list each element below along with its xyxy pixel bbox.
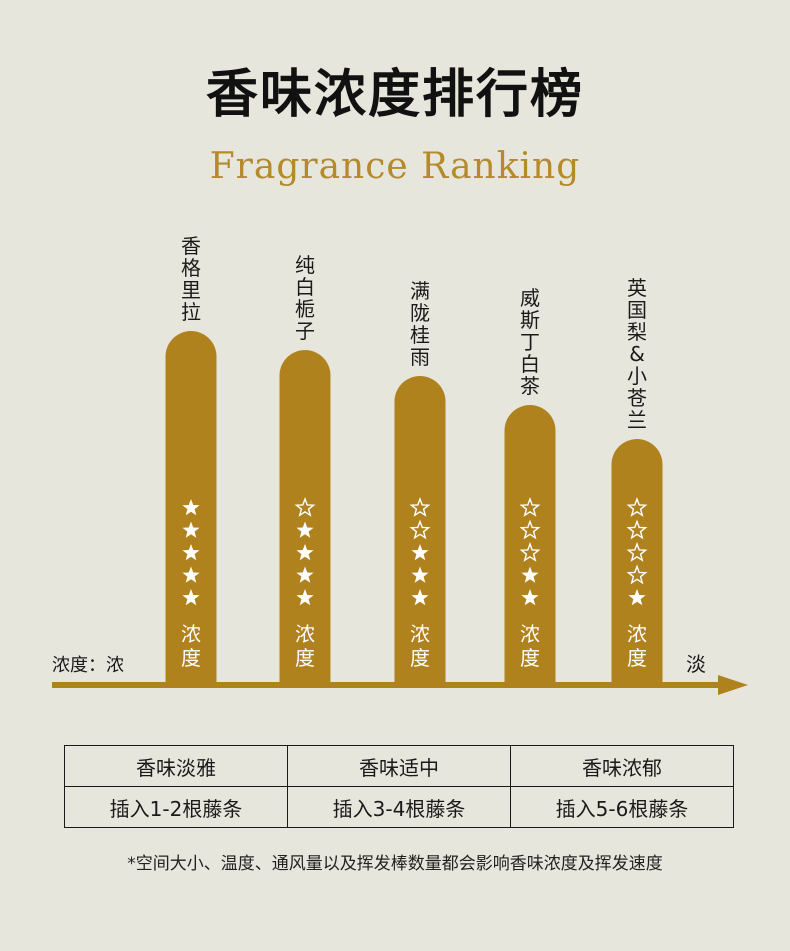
star-filled-icon [296,589,314,606]
star-filled-icon [411,589,429,606]
star-outline-icon [294,497,316,517]
bar-label: 浓度 [627,622,647,670]
table-row: 插入1-2根藤条 插入3-4根藤条 插入5-6根藤条 [64,786,734,828]
star-outline-icon [409,497,431,517]
page-title: 香味浓度排行榜 [205,65,584,125]
star-filled-icon [296,521,314,538]
rattan-table: 香味淡雅 香味适中 香味浓郁 插入1-2根藤条 插入3-4根藤条 插入5-6根藤… [64,745,734,828]
star-outline-icon [519,497,541,517]
star-filled-icon [182,544,200,561]
axis-end-label: 淡 [686,652,706,676]
bar-label: 浓度 [295,622,315,670]
star-filled-icon [296,566,314,583]
star-filled-icon [411,566,429,583]
bar [611,439,663,685]
table-cell: 插入3-4根藤条 [287,786,511,828]
table-header-row: 香味淡雅 香味适中 香味浓郁 [64,745,734,787]
bar [394,376,446,685]
table-header-cell: 香味淡雅 [64,745,288,787]
star-outline-icon [519,519,541,540]
table-header-cell: 香味适中 [287,745,511,787]
star-filled-icon [182,589,200,606]
category-label: 威斯丁白茶 [520,286,540,398]
bar-label: 浓度 [520,622,540,670]
star-filled-icon [521,566,539,583]
table-cell: 插入5-6根藤条 [510,786,734,828]
star-filled-icon [521,589,539,606]
bar [279,350,331,685]
category-label: 香格里拉 [181,234,201,324]
axis-start-label: 浓度：浓 [52,655,124,676]
table-header-cell: 香味浓郁 [510,745,734,787]
star-outline-icon [626,497,648,517]
star-filled-icon [411,544,429,561]
category-label: 满陇桂雨 [410,279,430,369]
star-outline-icon [519,542,541,562]
star-filled-icon [296,544,314,561]
star-outline-icon [626,542,648,562]
category-label: 纯白栀子 [295,253,315,343]
star-outline-icon [409,519,431,540]
bar-label: 浓度 [181,622,201,670]
table-cell: 插入1-2根藤条 [64,786,288,828]
star-outline-icon [626,564,648,585]
star-filled-icon [182,521,200,538]
star-filled-icon [182,566,200,583]
bar-label: 浓度 [410,622,430,670]
star-filled-icon [182,499,200,516]
axis-arrow-icon [718,675,748,695]
star-filled-icon [628,589,646,606]
star-outline-icon [626,519,648,540]
category-label: 英国梨&小苍兰 [627,276,647,432]
footnote: *空间大小、温度、通风量以及挥发棒数量都会影响香味浓度及挥发速度 [127,854,663,874]
page-subtitle: Fragrance Ranking [209,146,581,187]
